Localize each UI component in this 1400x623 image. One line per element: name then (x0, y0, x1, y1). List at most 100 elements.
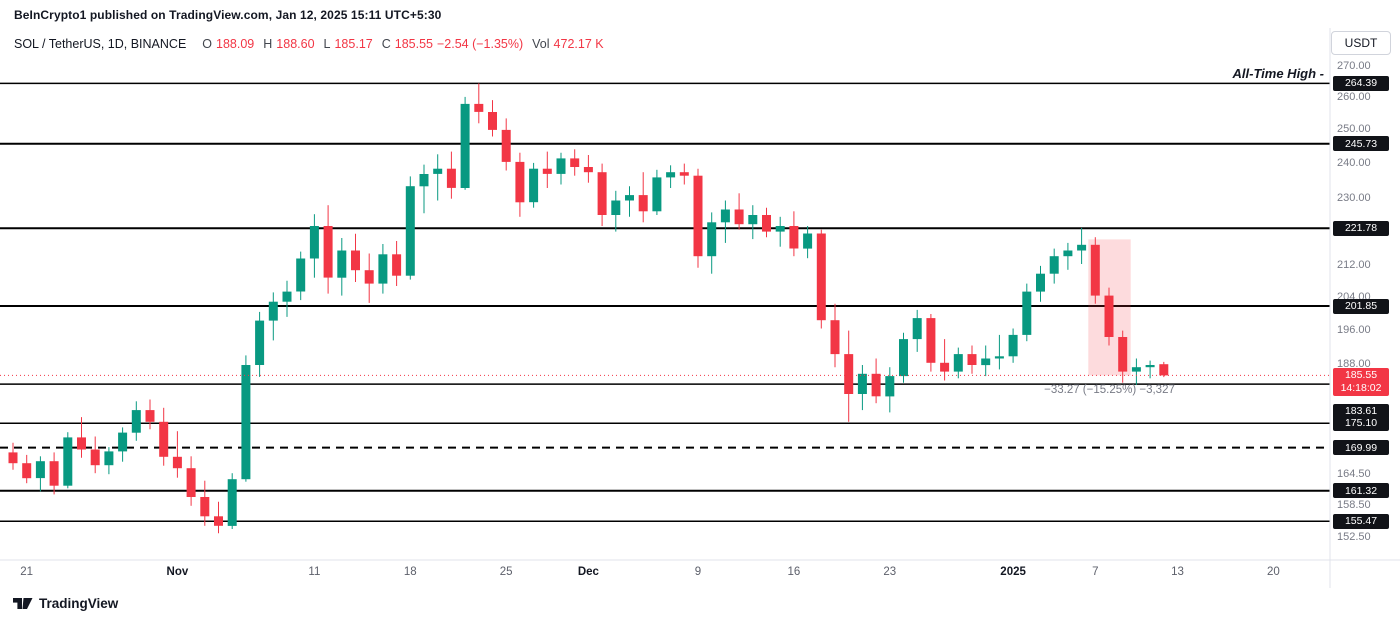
candle-body (981, 358, 991, 366)
low-label: L (323, 37, 331, 51)
price-level-badge: 161.32 (1333, 483, 1389, 499)
change-value: −2.54 (−1.35%) (436, 37, 524, 51)
time-tick: 11 (308, 566, 321, 578)
candle-body (1036, 273, 1045, 292)
candle-body (241, 365, 251, 480)
price-level-badge: 264.39 (1333, 75, 1389, 91)
candle-body (830, 320, 840, 355)
time-tick: 2025 (1000, 566, 1026, 578)
candle-body (734, 209, 744, 225)
candle-body (693, 175, 703, 257)
price-level-badge: 169.99 (1333, 440, 1389, 456)
candle-body (652, 177, 662, 212)
candle-body (529, 168, 539, 203)
price-tick: 152.50 (1337, 530, 1371, 543)
candle-body (172, 456, 182, 469)
price-level-badge: 175.10 (1333, 415, 1389, 431)
candle-body (1049, 256, 1059, 274)
candle-body (885, 376, 895, 397)
drop-highlight-region[interactable] (1088, 239, 1131, 376)
time-tick: 9 (694, 566, 702, 578)
close-value: 185.55 (394, 37, 433, 51)
chart-legend: SOL / TetherUS, 1D, BINANCE O 188.09 H 188… (14, 37, 604, 51)
candle-body (789, 226, 799, 249)
candle-body (926, 318, 936, 363)
candle-body (570, 158, 580, 167)
candle-body (22, 463, 32, 479)
candle-body (775, 226, 785, 232)
candle-body (8, 452, 18, 464)
price-tick: 250.00 (1337, 123, 1371, 136)
current-price-value: 185.55 (1344, 369, 1378, 382)
candle-body (748, 215, 758, 225)
candle-body (63, 437, 73, 486)
candlestick-chart[interactable] (0, 0, 1400, 588)
candle-body (1145, 365, 1155, 368)
candle-body (460, 103, 470, 188)
price-tick: 158.50 (1337, 498, 1371, 511)
candle-body (611, 200, 621, 215)
price-level-badge: 183.61 (1333, 403, 1389, 419)
candle-body (35, 461, 45, 479)
bar-countdown-timer: 14:18:02 (1340, 382, 1382, 395)
candle-body (323, 226, 333, 278)
attribution-text: BeInCrypto1 published on TradingView.com… (14, 8, 442, 22)
price-tick: 270.00 (1337, 59, 1371, 72)
candle-body (583, 167, 593, 173)
candle-body (679, 172, 689, 176)
price-level-badge: 155.47 (1333, 513, 1389, 529)
candle-body (515, 161, 525, 203)
close-label: C (381, 37, 391, 51)
current-price-badge: 185.55 14:18:02 (1333, 368, 1389, 397)
footer-brand[interactable]: TradingView (13, 596, 118, 611)
candle-body (597, 172, 607, 215)
high-label: H (263, 37, 273, 51)
candle-body (1104, 295, 1114, 337)
price-level-badge: 201.85 (1333, 298, 1389, 314)
candle-body (912, 318, 922, 340)
candle-body (378, 254, 388, 284)
drop-measurement-annotation: −33.27 (−15.25%) −3,327 (1044, 384, 1175, 397)
candle-body (1159, 364, 1169, 376)
candle-body (405, 186, 415, 276)
candle-body (666, 172, 676, 178)
tradingview-logo-icon (13, 598, 33, 609)
candle-body (255, 320, 265, 365)
candle-body (145, 410, 155, 422)
volume-value: 472.17 K (553, 37, 604, 51)
candle-body (625, 195, 634, 201)
candle-body (994, 356, 1004, 359)
price-tick: 164.50 (1337, 468, 1371, 481)
candle-body (1131, 367, 1141, 372)
price-tick: 230.00 (1337, 191, 1371, 204)
candle-body (337, 250, 347, 278)
candle-body (967, 354, 977, 365)
candle-body (488, 112, 497, 130)
open-value: 188.09 (216, 37, 255, 51)
time-tick: 20 (1266, 566, 1280, 578)
currency-unit-button[interactable]: USDT (1331, 31, 1391, 55)
time-tick: Nov (166, 566, 189, 578)
candle-body (296, 258, 306, 292)
time-tick: 7 (1092, 566, 1099, 578)
candle-body (433, 168, 443, 174)
candle-body (104, 451, 114, 466)
price-tick: 196.00 (1337, 323, 1371, 336)
candle-body (392, 254, 402, 276)
candle-body (131, 410, 141, 433)
candle-body (90, 449, 100, 466)
time-tick: 25 (499, 566, 513, 578)
candle-body (501, 129, 511, 162)
candle-body (762, 215, 771, 232)
time-tick: 16 (787, 566, 801, 578)
candle-body (720, 209, 730, 223)
candle-body (1022, 291, 1032, 335)
low-value: 185.17 (334, 37, 373, 51)
candle-body (309, 226, 319, 259)
candle-body (214, 516, 223, 526)
candle-body (1090, 244, 1100, 296)
candle-body (707, 222, 717, 257)
price-tick: 188.00 (1337, 358, 1371, 371)
symbol-title[interactable]: SOL / TetherUS, 1D, BINANCE (14, 37, 187, 51)
